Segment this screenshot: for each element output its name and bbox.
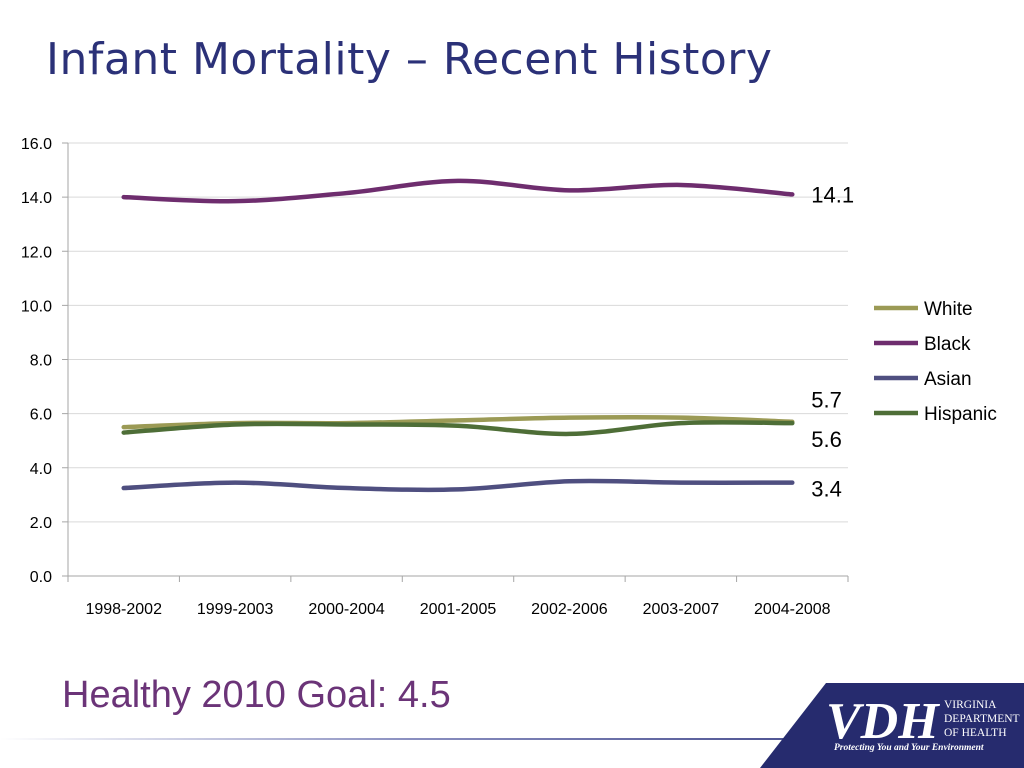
logo-background: [760, 683, 1024, 768]
x-tick-label: 1999-2003: [197, 601, 274, 618]
logo-line-2: DEPARTMENT: [944, 713, 1020, 725]
end-label-hispanic: 5.6: [811, 427, 842, 452]
end-label-black: 14.1: [811, 182, 854, 207]
y-tick-label: 6.0: [30, 407, 52, 424]
y-tick-label: 4.0: [30, 461, 52, 478]
logo-line-3: OF HEALTH: [944, 727, 1007, 739]
x-tick-label: 2003-2007: [643, 601, 720, 618]
chart-axes: 0.0 2.0 4.0 6.0 8.0 10.0 12.0 14.0 16.0 1998-2002…: [21, 136, 849, 618]
y-tick-label: 14.0: [21, 190, 52, 207]
y-tick-label: 10.0: [21, 298, 52, 315]
chart-end-labels: 5.7 14.1 3.4 5.6: [811, 182, 854, 501]
x-tick-label: 2002-2006: [531, 601, 608, 618]
logo-line-1: VIRGINIA: [944, 699, 997, 711]
x-tick-label: 2004-2008: [754, 601, 831, 618]
chart-legend: White Black Asian Hispanic: [874, 299, 997, 425]
legend-label-hispanic: Hispanic: [924, 404, 997, 425]
y-tick-label: 8.0: [30, 353, 52, 370]
logo-letters: VDH: [826, 693, 940, 750]
x-tick-label: 2001-2005: [420, 601, 497, 618]
healthy-2010-goal: Healthy 2010 Goal: 4.5: [62, 674, 451, 716]
x-tick-label: 1998-2002: [85, 601, 162, 618]
y-tick-label: 12.0: [21, 244, 52, 261]
chart-series: [121, 178, 795, 493]
end-label-white: 5.7: [811, 388, 842, 413]
y-tick-label: 2.0: [30, 515, 52, 532]
end-label-asian: 3.4: [811, 477, 842, 502]
legend-label-asian: Asian: [924, 369, 972, 390]
x-tick-label: 2000-2004: [308, 601, 385, 618]
footer-divider: [0, 738, 1024, 740]
logo-tagline: Protecting You and Your Environment: [834, 743, 984, 753]
legend-label-black: Black: [924, 334, 971, 355]
y-tick-label: 16.0: [21, 136, 52, 153]
chart-gridlines: [68, 142, 848, 523]
legend-label-white: White: [924, 299, 973, 320]
y-tick-label: 0.0: [30, 569, 52, 586]
slide-title: Infant Mortality – Recent History: [46, 34, 773, 85]
